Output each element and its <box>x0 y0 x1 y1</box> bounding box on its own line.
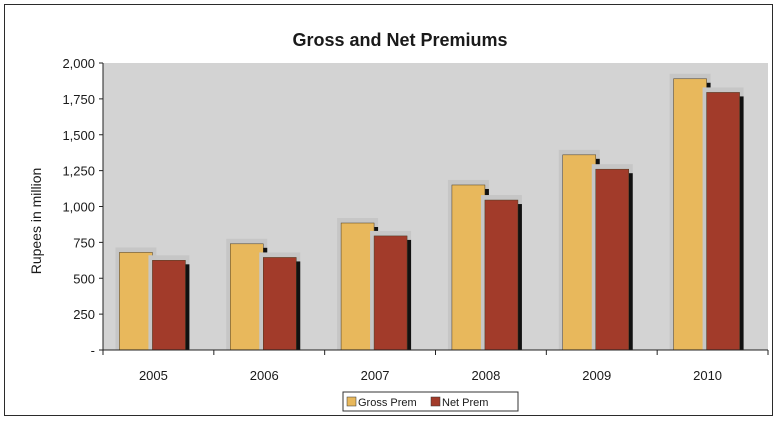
x-tick-label: 2008 <box>471 368 500 383</box>
gross-prem-bar-2007 <box>341 223 374 350</box>
chart-title: Gross and Net Premiums <box>292 30 507 50</box>
net-prem-bar-2008 <box>485 200 518 350</box>
x-tick-label: 2006 <box>250 368 279 383</box>
y-tick-label: 1,750 <box>62 92 95 107</box>
legend-label-gross-prem: Gross Prem <box>358 397 417 409</box>
bar-shadow <box>296 261 300 350</box>
plot-area <box>103 63 768 350</box>
net-prem-bar-2009 <box>596 169 629 350</box>
bar-group-2007 <box>337 218 411 350</box>
x-tick-label: 2005 <box>139 368 168 383</box>
bar-shadow <box>518 204 522 350</box>
y-tick-label: - <box>91 343 95 358</box>
bar-group-2005 <box>115 247 189 350</box>
y-tick-label: 750 <box>73 235 95 250</box>
y-tick-label: 1,000 <box>62 200 95 215</box>
y-tick-label: 1,250 <box>62 164 95 179</box>
legend-swatch-gross-prem <box>347 397 356 406</box>
bar-group-2006 <box>226 239 300 350</box>
y-tick-label: 1,500 <box>62 128 95 143</box>
x-tick-label: 2010 <box>693 368 722 383</box>
plot-background <box>103 63 768 350</box>
net-prem-bar-2006 <box>263 257 296 350</box>
y-tick-label: 2,000 <box>62 56 95 71</box>
bar-group-2010 <box>670 74 744 350</box>
gross-prem-bar-2006 <box>230 244 263 350</box>
gross-prem-bar-2010 <box>674 79 707 350</box>
net-prem-bar-2005 <box>152 260 185 350</box>
gross-prem-bar-2009 <box>563 155 596 350</box>
gross-prem-bar-2008 <box>452 185 485 350</box>
net-prem-bar-2007 <box>374 236 407 350</box>
bar-shadow <box>407 240 411 350</box>
bar-group-2008 <box>448 180 522 350</box>
x-tick-label: 2009 <box>582 368 611 383</box>
gross-prem-bar-2005 <box>119 252 152 350</box>
legend-swatch-net-prem <box>431 397 440 406</box>
y-tick-label: 500 <box>73 271 95 286</box>
y-axis-title: Rupees in million <box>28 168 44 275</box>
y-tick-label: 250 <box>73 307 95 322</box>
bar-group-2009 <box>559 150 633 350</box>
bar-shadow <box>629 173 633 350</box>
net-prem-bar-2010 <box>707 92 740 350</box>
x-tick-label: 2007 <box>361 368 390 383</box>
legend: Gross Prem Net Prem <box>343 392 518 411</box>
bar-shadow <box>740 96 744 350</box>
bar-shadow <box>185 264 189 350</box>
legend-label-net-prem: Net Prem <box>442 397 488 409</box>
